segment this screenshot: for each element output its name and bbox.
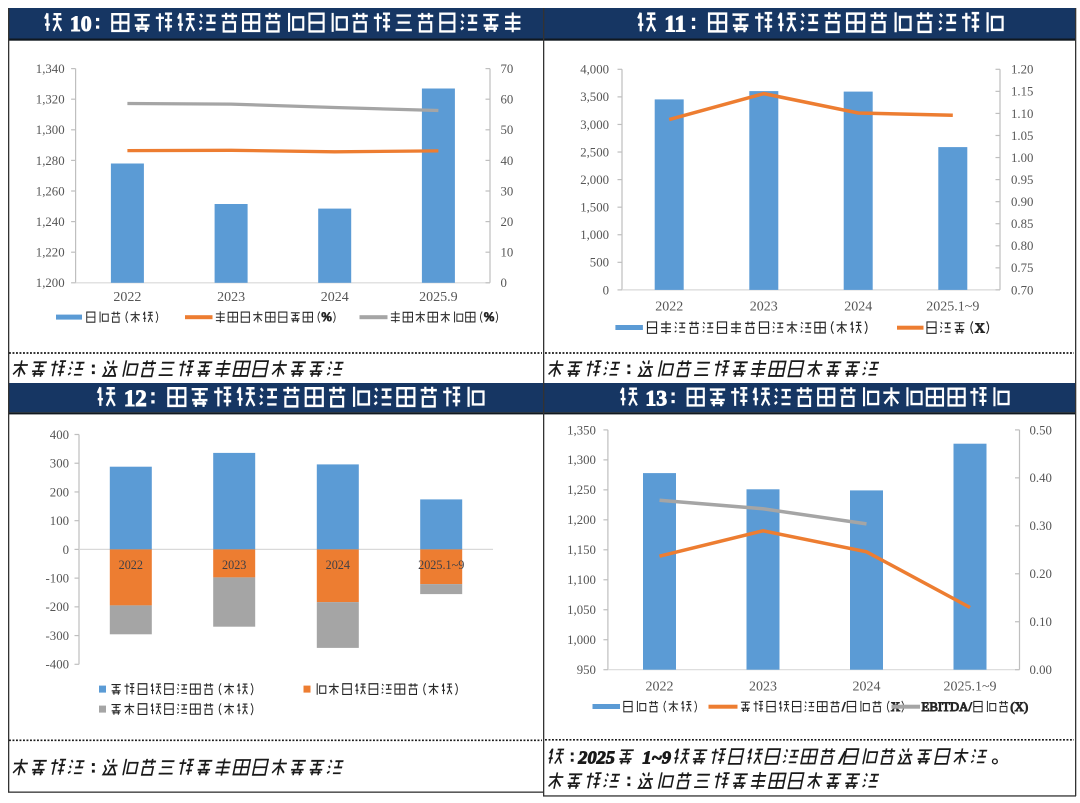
svg-text:2025.1~9: 2025.1~9 <box>418 558 464 572</box>
svg-text:1.00: 1.00 <box>1011 151 1033 165</box>
svg-text:0.30: 0.30 <box>1030 519 1052 533</box>
svg-text:12: 12 <box>118 386 147 411</box>
svg-text:2022: 2022 <box>646 679 674 694</box>
svg-text:1,000: 1,000 <box>567 633 596 647</box>
svg-text:EBITDA/: EBITDA/ <box>922 700 973 714</box>
svg-text:2024: 2024 <box>853 679 881 694</box>
svg-text:2024: 2024 <box>326 558 350 572</box>
svg-text:1.20: 1.20 <box>1011 63 1033 77</box>
svg-text:70: 70 <box>501 62 514 76</box>
svg-text:1,200: 1,200 <box>36 276 65 290</box>
svg-text:20: 20 <box>501 215 514 229</box>
svg-text:0.85: 0.85 <box>1011 217 1033 231</box>
svg-text:11: 11 <box>659 12 686 37</box>
svg-text:1.15: 1.15 <box>1011 85 1033 99</box>
svg-text:2023: 2023 <box>222 558 246 572</box>
svg-text:1,200: 1,200 <box>567 513 596 527</box>
svg-text:1,100: 1,100 <box>567 573 596 587</box>
svg-text:40: 40 <box>501 154 514 168</box>
svg-text:1.05: 1.05 <box>1011 129 1033 143</box>
svg-text:500: 500 <box>590 256 609 270</box>
svg-text:0.80: 0.80 <box>1011 239 1033 253</box>
svg-text:2022: 2022 <box>113 290 141 305</box>
svg-text:1,300: 1,300 <box>567 453 596 467</box>
svg-text:10: 10 <box>64 12 91 36</box>
svg-text:0.95: 0.95 <box>1011 173 1033 187</box>
svg-text:0.70: 0.70 <box>1011 283 1033 297</box>
svg-text:30: 30 <box>501 184 514 198</box>
svg-text:60: 60 <box>501 93 514 107</box>
svg-text:3,000: 3,000 <box>580 118 609 132</box>
svg-text:0.10: 0.10 <box>1030 615 1052 629</box>
svg-text:%: % <box>484 310 494 324</box>
svg-text:2023: 2023 <box>217 290 245 305</box>
svg-text:50: 50 <box>501 123 514 137</box>
svg-text:1,000: 1,000 <box>580 228 609 242</box>
svg-text:0.20: 0.20 <box>1030 567 1052 581</box>
svg-text:2022: 2022 <box>119 558 143 572</box>
svg-text:1,050: 1,050 <box>567 603 596 617</box>
svg-text:2023: 2023 <box>750 299 778 314</box>
svg-text:1,150: 1,150 <box>567 543 596 557</box>
svg-text:400: 400 <box>50 428 69 442</box>
svg-text:2022: 2022 <box>655 299 683 314</box>
svg-text:(X): (X) <box>1010 700 1028 714</box>
svg-text:0.00: 0.00 <box>1030 663 1052 677</box>
svg-text:2025: 2025 <box>577 748 619 768</box>
svg-text:/: / <box>842 700 846 714</box>
svg-text:2025.9: 2025.9 <box>419 290 458 305</box>
svg-text:-300: -300 <box>46 629 69 643</box>
svg-text:200: 200 <box>50 485 69 499</box>
svg-text:1,500: 1,500 <box>580 201 609 215</box>
svg-text:1,240: 1,240 <box>36 215 65 229</box>
svg-text:0.50: 0.50 <box>1030 423 1052 437</box>
svg-text:2,000: 2,000 <box>580 173 609 187</box>
svg-text:/: / <box>837 748 846 768</box>
svg-text:13: 13 <box>640 387 667 411</box>
svg-text:-400: -400 <box>46 658 69 672</box>
svg-text:1,220: 1,220 <box>36 246 65 260</box>
svg-text:0: 0 <box>501 276 507 290</box>
svg-text:-200: -200 <box>46 600 69 614</box>
svg-text:3,500: 3,500 <box>580 90 609 104</box>
svg-text:0: 0 <box>63 543 69 557</box>
svg-text:1,340: 1,340 <box>36 62 65 76</box>
svg-text:%: % <box>321 310 331 324</box>
svg-text:2025.1~9: 2025.1~9 <box>926 299 979 314</box>
svg-text:950: 950 <box>577 663 596 677</box>
svg-text:1,250: 1,250 <box>567 483 596 497</box>
svg-text:-100: -100 <box>46 572 69 586</box>
svg-text:100: 100 <box>50 514 69 528</box>
svg-text:10: 10 <box>501 246 514 260</box>
svg-text:1,320: 1,320 <box>36 93 65 107</box>
svg-text:0: 0 <box>603 283 609 297</box>
svg-text:2024: 2024 <box>844 299 872 314</box>
svg-text:4,000: 4,000 <box>580 63 609 77</box>
svg-text:0.40: 0.40 <box>1030 471 1052 485</box>
svg-text:1~9: 1~9 <box>638 748 676 768</box>
svg-text:0.75: 0.75 <box>1011 261 1033 275</box>
svg-text:1,280: 1,280 <box>36 154 65 168</box>
svg-text:2023: 2023 <box>749 679 777 694</box>
svg-text:1,350: 1,350 <box>567 423 596 437</box>
svg-text:1.10: 1.10 <box>1011 107 1033 121</box>
svg-text:0.90: 0.90 <box>1011 195 1033 209</box>
svg-text:1,260: 1,260 <box>36 184 65 198</box>
svg-text:X: X <box>975 321 985 336</box>
svg-text:1,300: 1,300 <box>36 123 65 137</box>
svg-text:300: 300 <box>50 457 69 471</box>
svg-text:2,500: 2,500 <box>580 145 609 159</box>
svg-text:2025.1~9: 2025.1~9 <box>943 679 996 694</box>
svg-text:2024: 2024 <box>321 290 349 305</box>
